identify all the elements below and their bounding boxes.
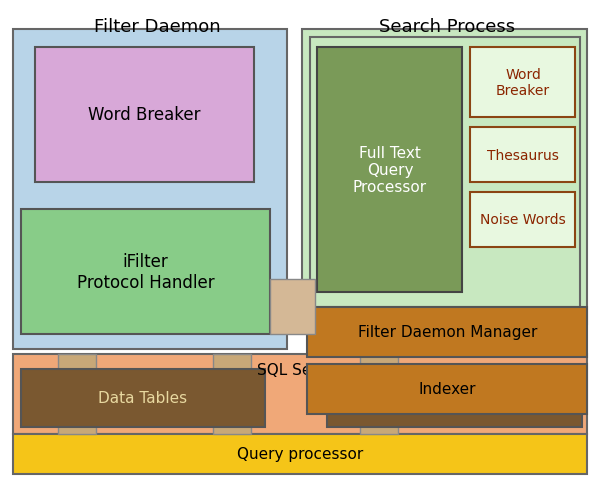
Bar: [13, 434, 587, 474]
Text: Search Process: Search Process: [379, 18, 515, 36]
Bar: [58, 354, 95, 434]
Text: Filter Daemon Manager: Filter Daemon Manager: [358, 325, 537, 340]
Bar: [470, 48, 575, 118]
Bar: [20, 210, 271, 334]
Bar: [212, 354, 251, 434]
Bar: [307, 364, 587, 414]
Text: Thesaurus: Thesaurus: [487, 148, 559, 162]
Text: Query processor: Query processor: [237, 446, 363, 462]
Text: Filter Daemon: Filter Daemon: [94, 18, 221, 36]
Text: Indexer: Indexer: [419, 382, 476, 396]
Text: Word Breaker: Word Breaker: [88, 106, 201, 124]
Text: iFilter
Protocol Handler: iFilter Protocol Handler: [77, 252, 214, 291]
Bar: [317, 48, 463, 292]
Bar: [361, 354, 398, 434]
Bar: [307, 307, 587, 357]
Bar: [470, 192, 575, 248]
Bar: [20, 369, 265, 427]
Bar: [302, 30, 587, 324]
Bar: [311, 38, 580, 307]
Text: Noise Words: Noise Words: [480, 213, 566, 227]
Bar: [13, 30, 287, 349]
Text: Gatherer: Gatherer: [421, 391, 489, 406]
Bar: [328, 369, 583, 427]
Text: SQL Server: SQL Server: [257, 362, 343, 377]
Text: Data Tables: Data Tables: [98, 391, 188, 406]
Text: Full Text
Query
Processor: Full Text Query Processor: [353, 145, 427, 195]
Bar: [271, 279, 316, 334]
Bar: [35, 48, 254, 182]
Bar: [470, 128, 575, 182]
Bar: [13, 354, 587, 434]
Text: Word
Breaker: Word Breaker: [496, 68, 550, 98]
